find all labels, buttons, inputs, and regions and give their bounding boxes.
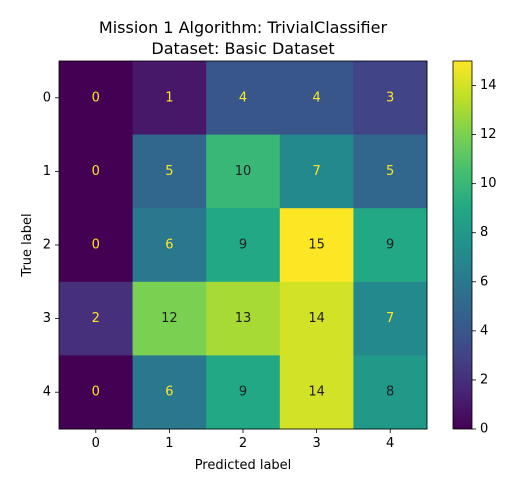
heatmap-cell	[206, 355, 281, 430]
cell-value-label: 5	[165, 164, 173, 179]
cell-value-label: 2	[92, 311, 100, 326]
cell-value-label: 14	[308, 385, 325, 400]
heatmap-cell	[132, 61, 207, 136]
heatmap-cell	[353, 281, 428, 356]
cell-value-label: 6	[165, 385, 173, 400]
heatmap-cell	[59, 134, 134, 209]
cell-value-label: 4	[312, 90, 320, 105]
heatmap-cell	[353, 355, 428, 430]
colorbar-tick-label: 4	[480, 323, 488, 338]
cell-value-label: 6	[165, 238, 173, 253]
heatmap-cell	[353, 61, 428, 136]
cell-value-label: 7	[312, 164, 320, 179]
y-tick-label: 4	[43, 385, 51, 400]
cell-value-label: 8	[386, 385, 394, 400]
y-tick-label: 2	[43, 238, 51, 253]
cell-value-label: 13	[235, 311, 252, 326]
colorbar-tick-label: 8	[480, 225, 488, 240]
heatmap-cell	[59, 208, 134, 283]
cell-value-label: 7	[386, 311, 394, 326]
cell-value-label: 0	[92, 164, 100, 179]
cell-value-label: 14	[308, 311, 325, 326]
y-tick-label: 1	[43, 164, 51, 179]
cell-value-label: 0	[92, 90, 100, 105]
colorbar	[452, 60, 473, 430]
colorbar-tick-label: 2	[480, 372, 488, 387]
heatmap-cell	[206, 281, 281, 356]
cell-value-label: 5	[386, 164, 394, 179]
heatmap-cell	[132, 208, 207, 283]
heatmap-cell	[279, 281, 354, 356]
cell-value-label: 9	[386, 238, 394, 253]
chart-title-line2: Dataset: Basic Dataset	[151, 39, 334, 58]
x-tick-label: 4	[386, 436, 394, 451]
y-tick-label: 0	[43, 90, 51, 105]
cell-value-labels: 0 1 4 4 30 5 10 7 50 6 9 15 92 12 13 14 70 6 9 14 8	[92, 90, 395, 399]
x-axis-label: Predicted label	[195, 458, 292, 473]
y-axis-label: True label	[20, 213, 35, 277]
cell-value-label: 1	[165, 90, 173, 105]
y-axis-ticks: 0 1 2 3 4	[43, 90, 59, 400]
heatmap-cell	[279, 355, 354, 430]
colorbar-tick-label: 10	[480, 176, 497, 191]
cell-value-label: 9	[239, 238, 247, 253]
colorbar-tick-label: 14	[480, 78, 497, 93]
heatmap-cell	[279, 61, 354, 136]
x-tick-label: 1	[165, 436, 173, 451]
cell-value-label: 0	[92, 385, 100, 400]
x-tick-label: 2	[239, 436, 247, 451]
heatmap-cell	[132, 355, 207, 430]
colorbar-tick-label: 0	[480, 422, 488, 437]
cell-value-label: 10	[235, 164, 252, 179]
y-tick-label: 3	[43, 311, 51, 326]
heatmap-cell	[279, 208, 354, 283]
heatmap-cell	[59, 355, 134, 430]
heatmap-cell	[279, 134, 354, 209]
heatmap-cell	[353, 134, 428, 209]
heatmap-cell	[59, 281, 134, 356]
colorbar-tick-label: 6	[480, 274, 488, 289]
cell-value-label: 0	[92, 238, 100, 253]
colorbar-ticks: 0 2 4 6 8 10 12 14	[472, 78, 497, 437]
x-axis-ticks: 0 1 2 3 4	[92, 429, 394, 451]
heatmap-cell	[132, 134, 207, 209]
cell-value-label: 3	[386, 90, 394, 105]
x-tick-label: 3	[312, 436, 320, 451]
chart-title-line1: Mission 1 Algorithm: TrivialClassifier	[99, 18, 388, 37]
heatmap-cell	[206, 134, 281, 209]
heatmap-cell	[353, 208, 428, 283]
colorbar-tick-label: 12	[480, 127, 497, 142]
heatmap-cell	[59, 61, 134, 136]
heatmap-cell	[132, 281, 207, 356]
heatmap-cell	[206, 208, 281, 283]
heatmap-cells	[58, 60, 428, 430]
cell-value-label: 9	[239, 385, 247, 400]
cell-value-label: 15	[308, 238, 325, 253]
cell-value-label: 4	[239, 90, 247, 105]
cell-value-label: 12	[161, 311, 178, 326]
heatmap-cell	[206, 61, 281, 136]
x-tick-label: 0	[92, 436, 100, 451]
